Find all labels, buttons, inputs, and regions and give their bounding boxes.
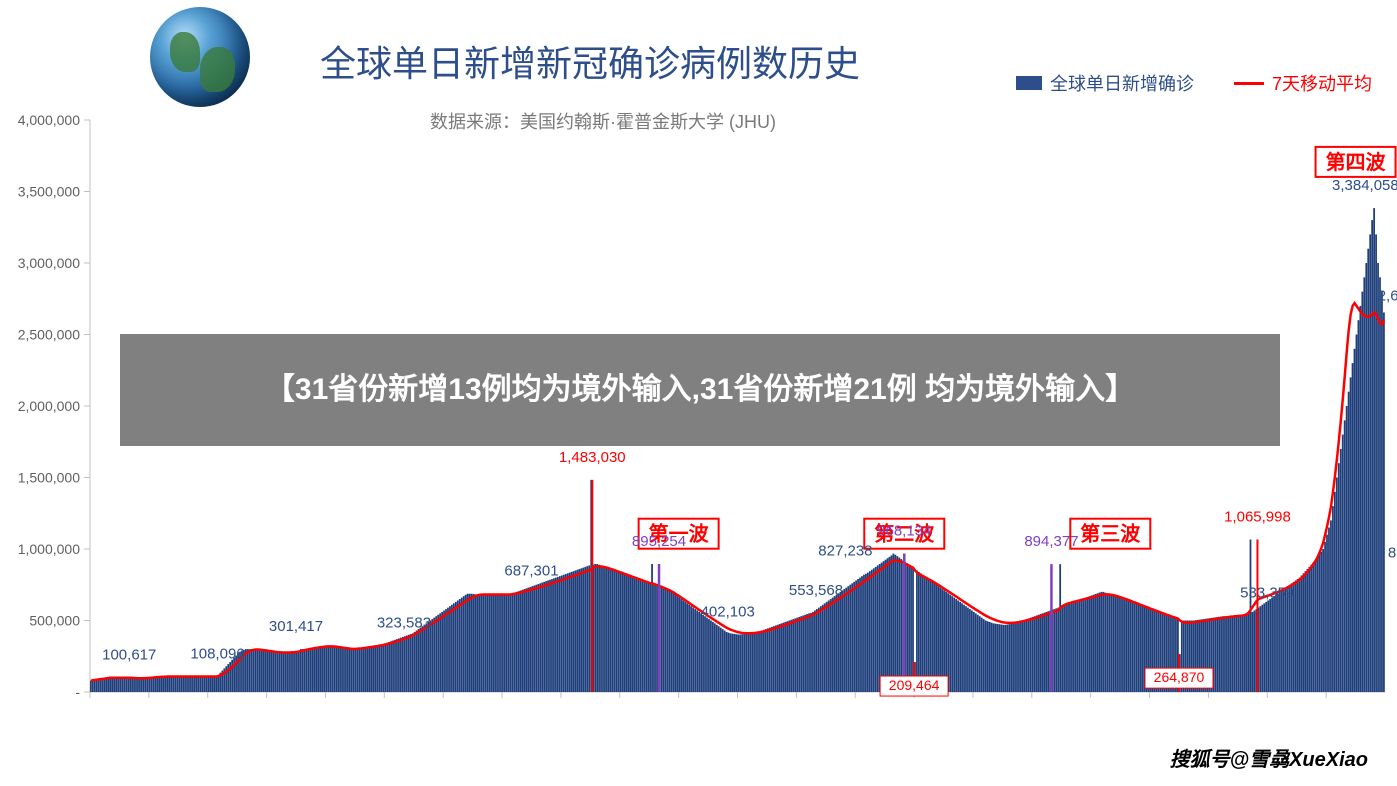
svg-text:第四波: 第四波	[1326, 150, 1387, 174]
svg-text:895,254: 895,254	[632, 533, 686, 550]
svg-text:827,238: 827,238	[818, 543, 872, 560]
svg-text:1,000,000: 1,000,000	[18, 541, 80, 557]
svg-text:2,500,000: 2,500,000	[18, 327, 80, 343]
svg-text:108,096: 108,096	[190, 646, 244, 663]
svg-text:687,301: 687,301	[504, 563, 558, 580]
legend-line-label: 7天移动平均	[1272, 70, 1372, 96]
svg-text:1,483,030: 1,483,030	[559, 449, 626, 466]
svg-text:100,617: 100,617	[102, 647, 156, 664]
overlay-banner: 【31省份新增13例均为境外输入,31省份新增21例 均为境外输入】	[120, 334, 1280, 446]
svg-text:4,000,000: 4,000,000	[18, 112, 80, 128]
svg-text:553,568: 553,568	[789, 582, 843, 599]
svg-text:1,500,000: 1,500,000	[18, 470, 80, 486]
svg-text:323,583: 323,583	[377, 615, 431, 632]
svg-text:533,359: 533,359	[1240, 585, 1294, 602]
svg-text:814,676: 814,676	[1388, 545, 1397, 562]
svg-text:402,103: 402,103	[701, 603, 755, 620]
svg-text:209,464: 209,464	[889, 677, 940, 693]
svg-text:500,000: 500,000	[29, 613, 80, 629]
svg-text:-: -	[75, 684, 80, 700]
svg-text:第三波: 第三波	[1080, 522, 1141, 546]
svg-text:2,654,049: 2,654,049	[1378, 287, 1397, 304]
svg-text:1,065,998: 1,065,998	[1224, 509, 1291, 526]
svg-text:3,384,058: 3,384,058	[1332, 177, 1397, 194]
svg-text:968,134: 968,134	[877, 523, 931, 540]
watermark: 搜狐号@雪骉XueXiao	[1166, 743, 1372, 772]
legend-line-swatch	[1234, 82, 1264, 85]
svg-text:3,000,000: 3,000,000	[18, 255, 80, 271]
legend: 全球单日新增确诊 7天移动平均	[1016, 70, 1372, 96]
chart-title: 全球单日新增新冠确诊病例数历史	[320, 35, 860, 87]
globe-icon	[150, 7, 250, 107]
legend-item-line: 7天移动平均	[1234, 70, 1372, 96]
svg-text:301,417: 301,417	[269, 618, 323, 635]
svg-text:264,870: 264,870	[1154, 669, 1205, 685]
legend-bar-swatch	[1016, 76, 1042, 90]
legend-item-bar: 全球单日新增确诊	[1016, 70, 1194, 96]
svg-text:894,377: 894,377	[1024, 533, 1078, 550]
svg-text:3,500,000: 3,500,000	[18, 184, 80, 200]
svg-text:2,000,000: 2,000,000	[18, 398, 80, 414]
legend-bar-label: 全球单日新增确诊	[1050, 70, 1194, 96]
